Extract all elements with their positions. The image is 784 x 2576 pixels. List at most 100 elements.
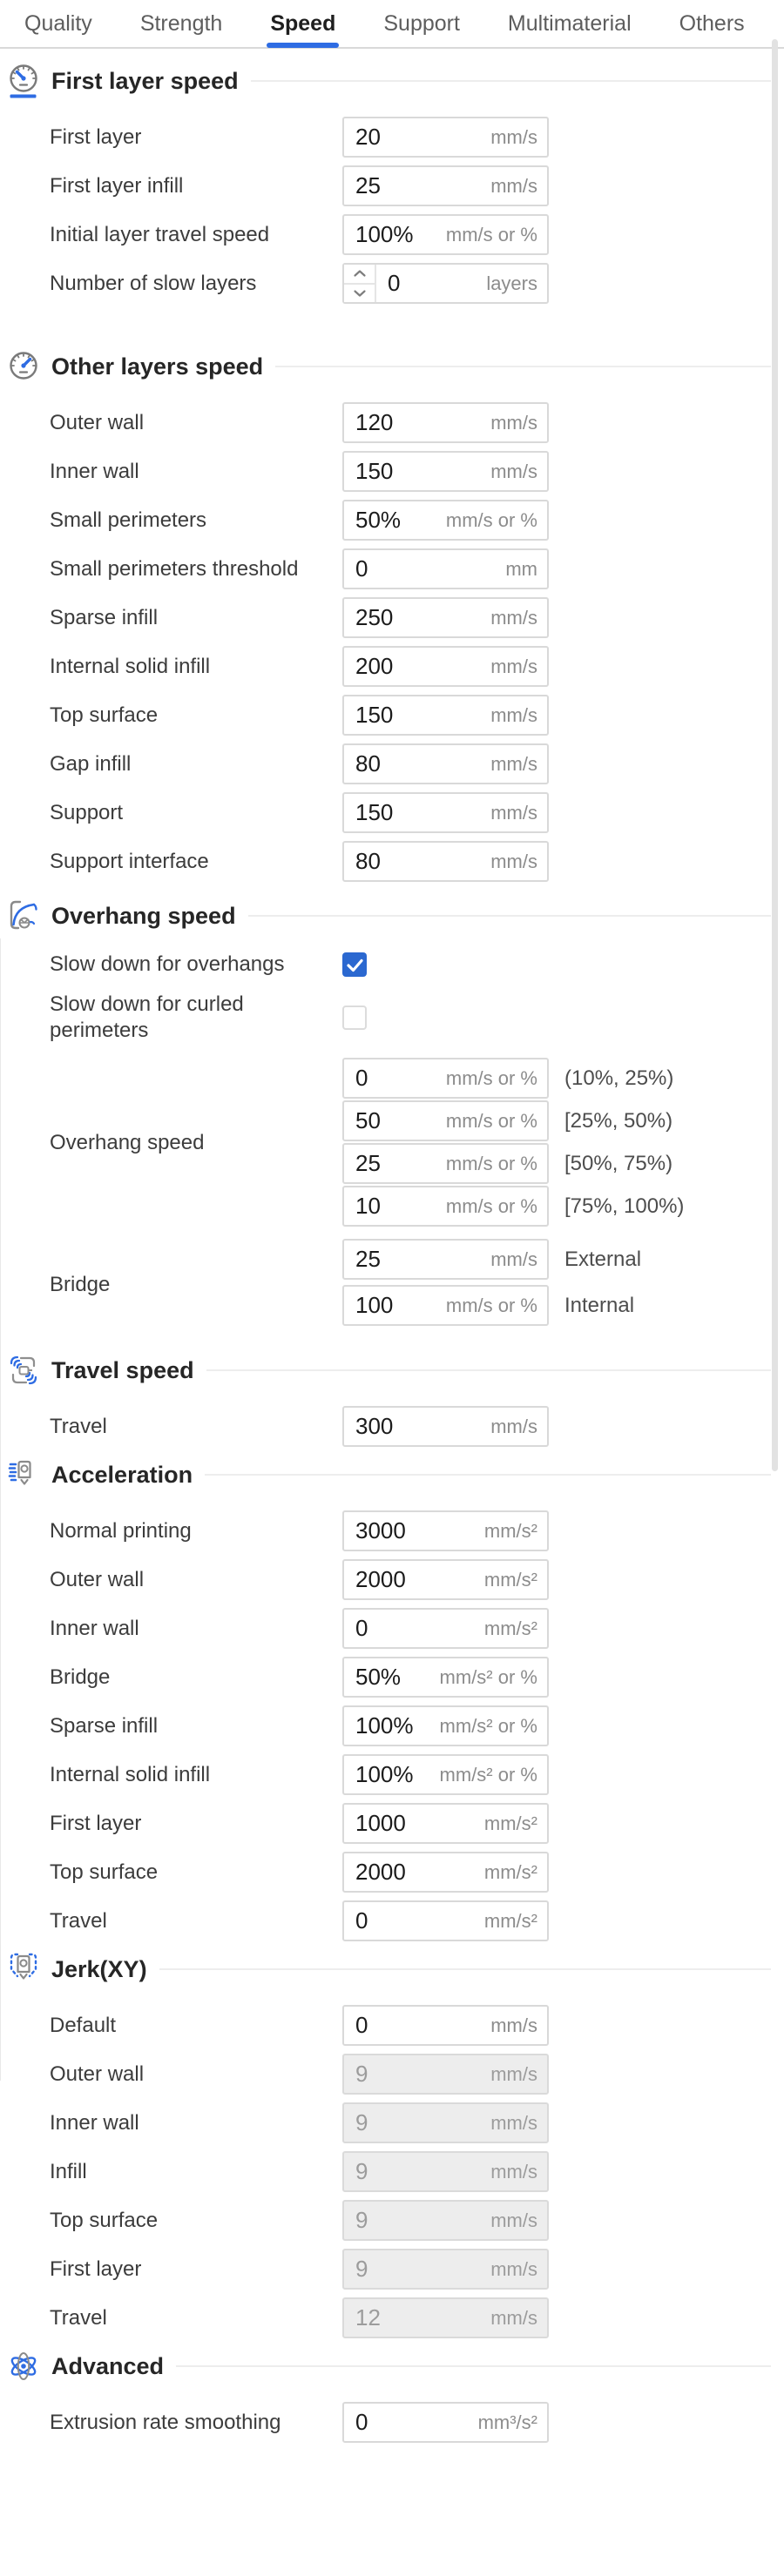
tab-speed[interactable]: Speed: [267, 0, 340, 48]
setting-label: Extrusion rate smoothing: [50, 2410, 281, 2434]
input-value: 120: [355, 409, 394, 435]
input-top-surface[interactable]: 2000 mm/s²: [342, 1852, 549, 1893]
input-top-surface[interactable]: 150 mm/s: [342, 695, 549, 736]
section-title: Overhang speed: [51, 902, 236, 929]
input-overhang-speed-3[interactable]: 10 mm/s or %: [342, 1186, 549, 1227]
setting-row: Slow down for overhangs: [0, 952, 784, 978]
input-outer-wall[interactable]: 2000 mm/s²: [342, 1559, 549, 1600]
input-unit: mm: [505, 557, 537, 580]
checkbox-slow-down-for-overhangs[interactable]: [342, 952, 367, 977]
setting-label: Inner wall: [50, 2110, 139, 2135]
setting-row: Travel 12 mm/s: [0, 2297, 784, 2338]
input-top-surface[interactable]: 9 mm/s: [342, 2200, 549, 2241]
input-support[interactable]: 150 mm/s: [342, 792, 549, 833]
input-first-layer[interactable]: 20 mm/s: [342, 117, 549, 158]
input-unit: mm/s: [490, 655, 537, 677]
input-first-layer-infill[interactable]: 25 mm/s: [342, 165, 549, 206]
input-small-perimeters-threshold[interactable]: 0 mm: [342, 548, 549, 589]
input-value: 100: [355, 1292, 394, 1318]
setting-row: Top surface 9 mm/s: [0, 2200, 784, 2241]
input-outer-wall[interactable]: 120 mm/s: [342, 402, 549, 443]
input-unit: mm/s: [490, 703, 537, 726]
section-title: Jerk(XY): [51, 1955, 147, 1982]
input-value: 9: [355, 2158, 368, 2184]
input-overhang-speed-0[interactable]: 0 mm/s or %: [342, 1058, 549, 1099]
setting-label: Travel: [50, 2305, 107, 2330]
tab-strength[interactable]: Strength: [140, 0, 223, 47]
input-gap-infill[interactable]: 80 mm/s: [342, 743, 549, 784]
input-extrusion-rate-smoothing[interactable]: 0 mm³/s²: [342, 2402, 549, 2443]
input-travel[interactable]: 300 mm/s: [342, 1406, 549, 1447]
input-first-layer[interactable]: 9 mm/s: [342, 2249, 549, 2290]
input-bridge-1[interactable]: 100 mm/s or %: [342, 1285, 549, 1326]
setting-label: Support: [50, 800, 124, 824]
input-initial-layer-travel-speed[interactable]: 100% mm/s or %: [342, 214, 549, 255]
input-bridge[interactable]: 50% mm/s² or %: [342, 1657, 549, 1698]
setting-label: Outer wall: [50, 1567, 145, 1591]
scrollbar-thumb[interactable]: [772, 39, 778, 1471]
input-unit: mm/s²: [483, 1909, 537, 1932]
setting-row: Bridge 25 mm/s External 100 mm/s or % Internal: [0, 1239, 784, 1331]
input-infill[interactable]: 9 mm/s: [342, 2151, 549, 2192]
section-jerk-xy: Jerk(XY) Default 0 mm/s Outer wall 9 mm/s Inner…: [0, 1949, 784, 2338]
input-value: 3000: [355, 1517, 406, 1544]
input-first-layer[interactable]: 1000 mm/s²: [342, 1803, 549, 1844]
input-travel[interactable]: 0 mm/s²: [342, 1900, 549, 1941]
input-internal-solid-infill[interactable]: 100% mm/s² or %: [342, 1754, 549, 1795]
input-internal-solid-infill[interactable]: 200 mm/s: [342, 646, 549, 687]
input-overhang-speed-2[interactable]: 25 mm/s or %: [342, 1143, 549, 1184]
input-value: 80: [355, 848, 381, 874]
input-inner-wall[interactable]: 9 mm/s: [342, 2102, 549, 2143]
input-small-perimeters[interactable]: 50% mm/s or %: [342, 500, 549, 541]
setting-label: Slow down for overhangs: [50, 952, 285, 976]
section-header: Acceleration: [0, 1455, 784, 1495]
tab-multimaterial[interactable]: Multimaterial: [508, 0, 632, 47]
section-rows: Default 0 mm/s Outer wall 9 mm/s Inner wall 9 mm…: [0, 2005, 784, 2338]
input-number-of-slow-layers[interactable]: 0 layers: [342, 263, 549, 304]
input-travel[interactable]: 12 mm/s: [342, 2297, 549, 2338]
input-value: 1000: [355, 1810, 406, 1836]
input-overhang-speed-1[interactable]: 50 mm/s or %: [342, 1100, 549, 1141]
tab-support[interactable]: Support: [383, 0, 460, 47]
input-unit: mm/s or %: [445, 223, 537, 245]
setting-row: Internal solid infill 200 mm/s: [0, 646, 784, 687]
input-unit: mm/s: [490, 2062, 537, 2085]
spin-down-button[interactable]: [344, 284, 375, 302]
spin-up-button[interactable]: [344, 265, 375, 285]
input-value: 25: [355, 1246, 381, 1272]
setting-label: Inner wall: [50, 1616, 139, 1640]
input-value: 0: [355, 2409, 368, 2435]
section-divider: [176, 2365, 771, 2367]
input-sparse-infill[interactable]: 100% mm/s² or %: [342, 1705, 549, 1746]
setting-row: First layer 9 mm/s: [0, 2249, 784, 2290]
input-sparse-infill[interactable]: 250 mm/s: [342, 597, 549, 638]
input-support-interface[interactable]: 80 mm/s: [342, 841, 549, 882]
input-outer-wall[interactable]: 9 mm/s: [342, 2054, 549, 2095]
tab-label: Quality: [24, 10, 92, 36]
input-value: 9: [355, 2109, 368, 2135]
section-header: Travel speed: [0, 1350, 784, 1390]
setting-label: First layer infill: [50, 173, 184, 198]
input-inner-wall[interactable]: 150 mm/s: [342, 451, 549, 492]
input-value: 100%: [355, 1761, 414, 1787]
input-unit: mm/s: [490, 2209, 537, 2231]
tab-quality[interactable]: Quality: [24, 0, 92, 47]
setting-label: Initial layer travel speed: [50, 222, 270, 246]
tab-others[interactable]: Others: [679, 0, 745, 47]
setting-row: Infill 9 mm/s: [0, 2151, 784, 2192]
setting-label: Normal printing: [50, 1518, 192, 1543]
input-inner-wall[interactable]: 0 mm/s²: [342, 1608, 549, 1649]
input-value: 2000: [355, 1859, 406, 1885]
setting-label: Sparse infill: [50, 1713, 159, 1738]
setting-row: Sparse infill 250 mm/s: [0, 597, 784, 638]
input-value: 25: [355, 1150, 381, 1176]
input-normal-printing[interactable]: 3000 mm/s²: [342, 1510, 549, 1551]
field-note: [25%, 50%): [564, 1108, 673, 1133]
field-note: [50%, 75%): [564, 1151, 673, 1175]
input-default[interactable]: 0 mm/s: [342, 2005, 549, 2046]
input-bridge-0[interactable]: 25 mm/s: [342, 1239, 549, 1280]
checkbox-slow-down-for-curled-perimeters[interactable]: [342, 1006, 367, 1030]
section-rows: Normal printing 3000 mm/s² Outer wall 2000 mm…: [0, 1510, 784, 1941]
section-header: First layer speed: [0, 61, 784, 101]
jerk-nozzle-icon: [7, 1951, 40, 1987]
